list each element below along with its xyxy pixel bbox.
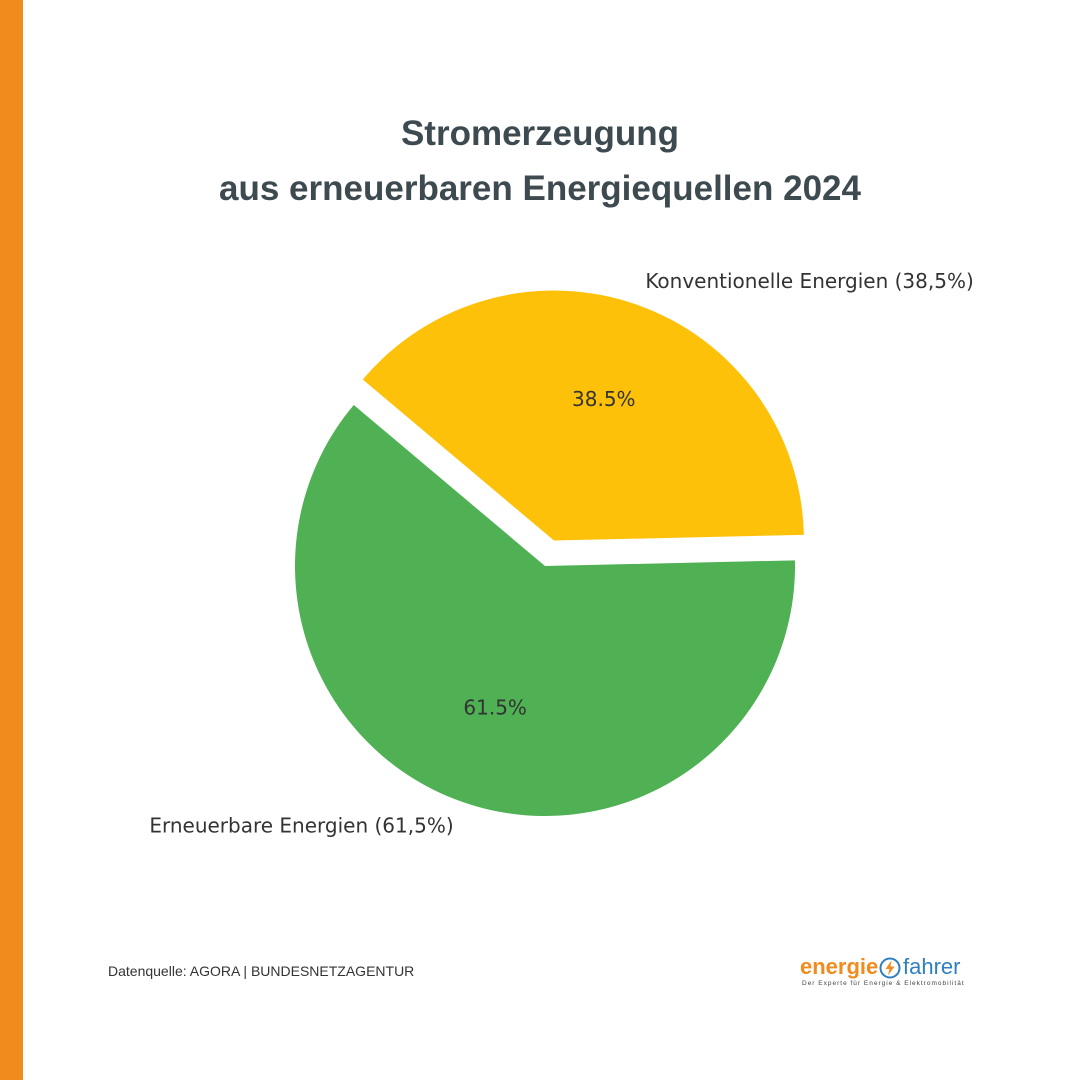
lightning-bolt-icon xyxy=(879,957,901,979)
logo-word-energie: energie xyxy=(800,954,879,979)
accent-bar xyxy=(0,0,23,1080)
pie-slice-percent-label-1: 38.5% xyxy=(572,387,636,411)
data-source: Datenquelle: AGORA | BUNDESNETZAGENTUR xyxy=(108,963,415,979)
brand-logo: energie fahrer Der Experte für Energie &… xyxy=(800,954,980,994)
chart-title-line1: Stromerzeugung xyxy=(400,114,680,153)
pie-slice-1 xyxy=(362,290,804,541)
pie-slice-2 xyxy=(294,404,796,816)
logo-word-fahrer: fahrer xyxy=(903,954,961,979)
pie-slice-category-label-2: Erneuerbare Energien (61,5%) xyxy=(149,813,453,837)
pie-slice-category-label-1: Konventionelle Energien (38,5%) xyxy=(645,269,973,293)
pie-slice-percent-label-2: 61.5% xyxy=(463,695,527,719)
logo-tagline: Der Experte für Energie & Elektromobilit… xyxy=(802,980,965,987)
chart-title-line2: aus erneuerbaren Energiequellen 2024 xyxy=(219,169,861,208)
